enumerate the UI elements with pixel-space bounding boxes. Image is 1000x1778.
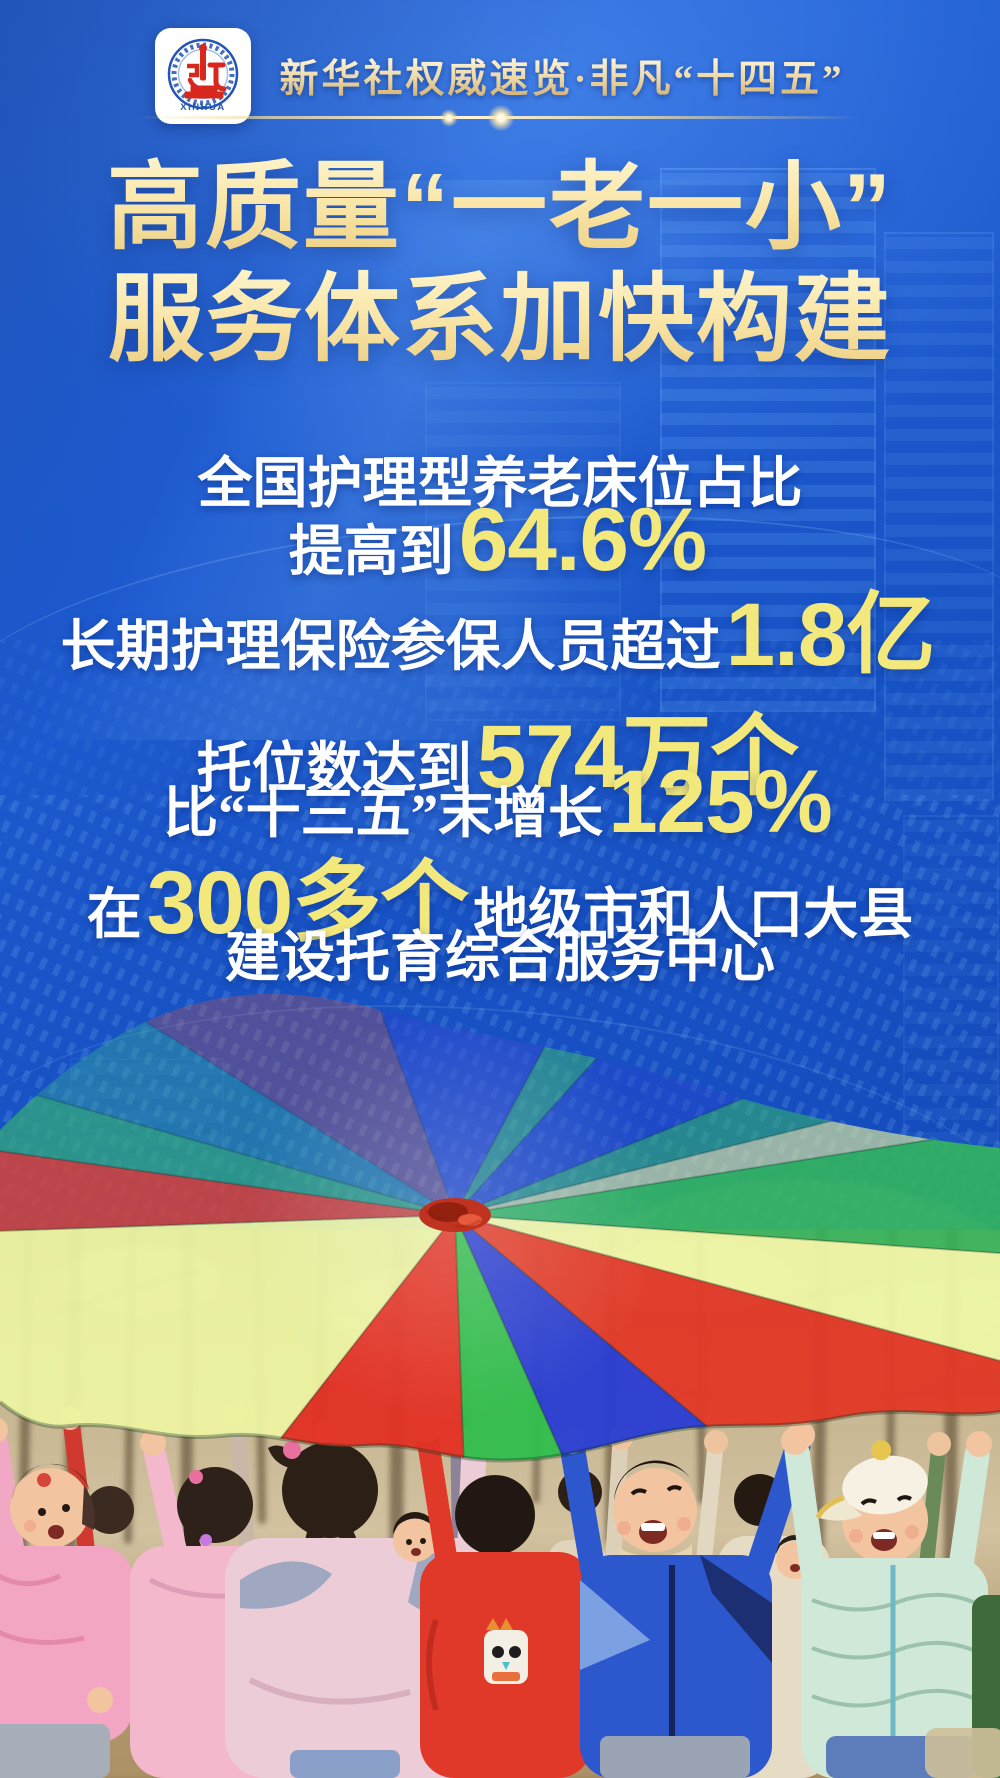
stat-number: 300多个 <box>146 852 469 952</box>
stat-childcare-line-1: 托位数达到 574万个 <box>0 684 1000 813</box>
stat-number: 64.6% <box>458 489 707 589</box>
xinhua-logo-label: XINHUA <box>181 102 226 113</box>
stat-number: 125% <box>608 751 833 851</box>
header: XINHUA 新华社权威速览·非凡“十四五” <box>0 28 1000 124</box>
stat-text: 提高到 <box>288 521 454 582</box>
stat-text: 在 <box>86 884 142 945</box>
child-blue-boy <box>557 1421 815 1778</box>
stat-elderly-line-3: 长期护理保险参保人员超过 1.8亿 <box>0 562 1000 691</box>
glow-dot <box>487 104 515 132</box>
stat-text: 建设托育综合服务中心 <box>224 927 775 988</box>
brand-slogan: 新华社权威速览·非凡“十四五” <box>279 48 844 104</box>
parachute-edge-shadow <box>0 1400 1000 1463</box>
title-line-2: 服务体系加快构建 <box>0 264 1000 376</box>
stat-text: 全国护理型养老床位占比 <box>197 453 803 514</box>
jacket-cartoon-print <box>484 1618 528 1684</box>
stat-text: 地级市和人口大县 <box>473 884 914 945</box>
white-cap <box>815 1440 928 1521</box>
stat-number: 1.8亿 <box>725 584 936 684</box>
child-red-boy <box>413 1417 592 1778</box>
glow-dot <box>440 109 458 127</box>
stat-number: 574万个 <box>476 706 799 806</box>
title-line-1: 高质量“一老一小” <box>0 152 1000 264</box>
child-mint-boy <box>781 1427 992 1778</box>
stat-text: 托位数达到 <box>196 738 472 799</box>
children-front-row <box>0 1417 1000 1778</box>
stat-childcare-line-2: 比“十三五”末增长 125% <box>0 750 1000 853</box>
stat-text: 比“十三五”末增长 <box>163 783 604 844</box>
stat-childcare-line-4: 建设托育综合服务中心 <box>0 912 1000 992</box>
xinhua-emblem-icon: XINHUA <box>168 38 239 113</box>
stat-text: 长期护理保险参保人员超过 <box>60 616 721 677</box>
stat-elderly-line-2: 提高到 64.6% <box>0 488 1000 591</box>
stat-elderly-line-1: 全国护理型养老床位占比 <box>0 438 1000 518</box>
child-pink-girl <box>0 1418 133 1778</box>
parachute-knot <box>419 1198 491 1232</box>
photo-children-parachute <box>0 993 1000 1778</box>
main-title: 高质量“一老一小” 服务体系加快构建 <box>0 152 1000 376</box>
child-partial-corner <box>925 1728 1000 1778</box>
xinhua-xun-glyph <box>184 44 227 99</box>
stat-childcare-line-3: 在 300多个 地级市和人口大县 <box>0 830 1000 959</box>
xinhua-logo: XINHUA <box>155 28 252 124</box>
gold-divider <box>140 104 860 132</box>
child-peeking <box>393 1512 437 1562</box>
